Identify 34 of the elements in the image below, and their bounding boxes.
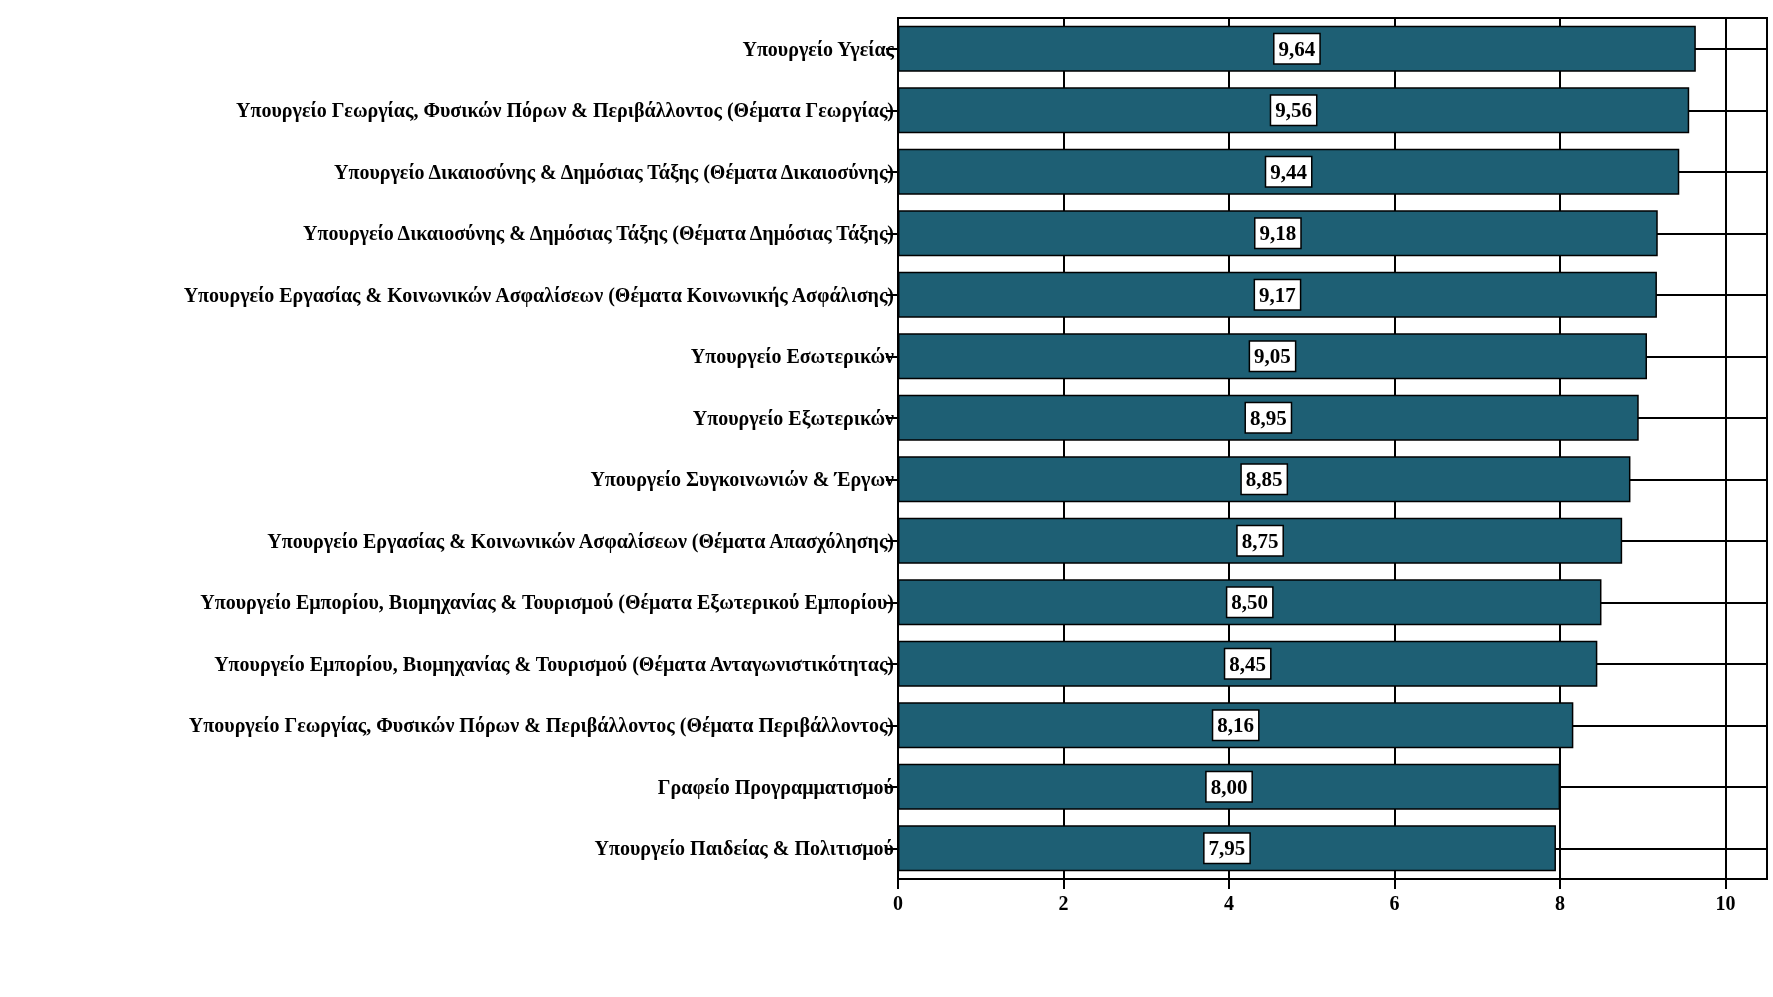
x-tick-label: 4 <box>1224 892 1235 914</box>
y-tick-label: Υπουργείο Υγείας <box>742 37 895 61</box>
data-label: 9,18 <box>1259 221 1297 246</box>
x-tick-label: 0 <box>893 892 903 914</box>
y-tick-label: Υπουργείο Εμπορίου, Βιομηχανίας & Τουρισμού (Θέματα Ανταγωνιστικότητας) <box>214 652 894 676</box>
x-tick-label: 2 <box>1058 892 1069 914</box>
y-tick-label: Υπουργείο Εξωτερικών <box>692 406 895 430</box>
y-tick-label: Υπουργείο Παιδείας & Πολιτισμού <box>594 837 894 861</box>
data-label: 8,95 <box>1249 405 1287 430</box>
data-label: 8,16 <box>1217 713 1255 738</box>
y-tick-label: Υπουργείο Εμπορίου, Βιομηχανίας & Τουρισμού (Θέματα Εξωτερικού Εμπορίου) <box>200 591 894 615</box>
y-tick-label: Γραφείο Προγραμματισμού <box>657 775 894 799</box>
y-tick-label: Υπουργείο Δικαιοσύνης & Δημόσιας Τάξης (Θέματα Δημόσιας Τάξης) <box>303 222 894 246</box>
x-tick-label: 8 <box>1555 892 1566 914</box>
data-label: 9,05 <box>1254 344 1291 369</box>
data-label: 9,56 <box>1275 98 1312 123</box>
data-label: 8,45 <box>1229 651 1267 676</box>
y-tick-label: Υπουργείο Γεωργίας, Φυσικών Πόρων & Περιβάλλοντος (Θέματα Περιβάλλοντος) <box>188 714 894 738</box>
data-label: 7,95 <box>1208 836 1246 861</box>
y-tick-label: Υπουργείο Εργασίας & Κοινωνικών Ασφαλίσεων (Θέματα Κοινωνικής Ασφάλισης) <box>183 283 894 307</box>
x-tick-label: 6 <box>1389 892 1400 914</box>
data-label: 9,64 <box>1278 36 1316 61</box>
y-tick-label: Υπουργείο Συγκοινωνιών & Έργων <box>590 468 895 492</box>
y-tick-label: Υπουργείο Εργασίας & Κοινωνικών Ασφαλίσεων (Θέματα Απασχόλησης) <box>267 529 894 553</box>
data-label: 8,00 <box>1210 774 1248 799</box>
data-label: 8,50 <box>1231 590 1269 615</box>
y-tick-label: Υπουργείο Εσωτερικών <box>690 345 895 369</box>
data-label: 8,85 <box>1245 467 1283 492</box>
y-tick-label: Υπουργείο Γεωργίας, Φυσικών Πόρων & Περιβάλλοντος (Θέματα Γεωργίας) <box>236 99 894 123</box>
data-label: 8,75 <box>1241 528 1279 553</box>
y-tick-label: Υπουργείο Δικαιοσύνης & Δημόσιας Τάξης (Θέματα Δικαιοσύνης) <box>334 160 894 184</box>
data-label: 9,44 <box>1270 159 1308 184</box>
data-label: 9,17 <box>1259 282 1296 307</box>
x-tick-label: 10 <box>1715 892 1736 914</box>
